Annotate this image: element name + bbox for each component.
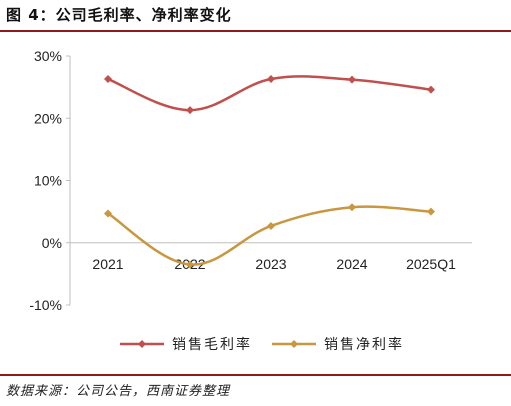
data-point-marker [348, 75, 356, 84]
legend-label: 销售净利率 [324, 336, 404, 353]
data-point-marker [427, 207, 435, 216]
source-note: 数据来源：公司公告，西南证券整理 [6, 384, 231, 399]
y-tick-label: 20% [34, 110, 62, 126]
legend-label: 销售毛利率 [172, 336, 252, 353]
data-point-marker [427, 85, 435, 94]
data-point-marker [186, 260, 194, 269]
figure-title: 图 4：公司毛利率、净利率变化 [6, 6, 232, 24]
data-point-marker [348, 203, 356, 212]
y-tick-label: 0% [42, 235, 62, 251]
x-tick-label: 2023 [255, 256, 286, 272]
source-divider [0, 374, 511, 376]
y-tick-label: 10% [34, 173, 62, 189]
data-point-marker [186, 106, 194, 115]
data-point-marker [267, 75, 275, 84]
title-bar [0, 0, 511, 32]
x-tick-label: 2021 [92, 256, 123, 272]
y-tick-label: 30% [34, 48, 62, 64]
x-tick-label: 2024 [336, 256, 367, 272]
data-point-marker [104, 209, 112, 218]
data-point-marker [104, 75, 112, 84]
data-point-marker [267, 221, 275, 230]
x-tick-label: 2025Q1 [406, 256, 456, 272]
y-tick-label: -10% [29, 297, 62, 313]
legend-marker [138, 340, 146, 348]
legend-marker [290, 340, 298, 348]
